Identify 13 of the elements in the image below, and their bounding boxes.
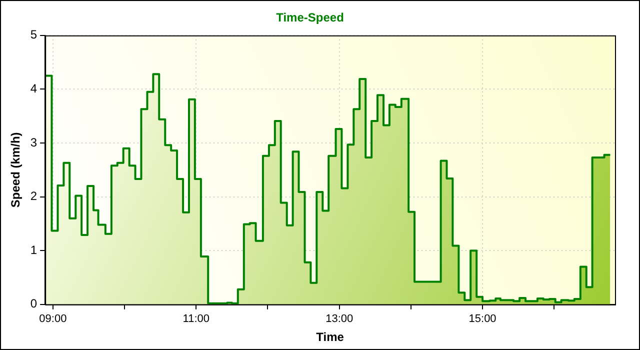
y-tick-label: 0 <box>30 296 38 311</box>
x-tick-label: 11:00 <box>182 313 210 326</box>
chart-title: Time-Speed <box>276 10 344 25</box>
x-tick-label: 09:00 <box>39 313 67 326</box>
y-tick-label: 1 <box>30 242 38 257</box>
y-tick-label: 4 <box>30 82 38 96</box>
y-tick-label: 3 <box>30 135 38 150</box>
x-tick-label: 15:00 <box>468 313 496 326</box>
y-tick-label: 5 <box>30 28 38 42</box>
y-tick-label: 2 <box>30 189 38 204</box>
y-axis-title: Speed (km/h) <box>8 132 23 208</box>
x-axis-title: Time <box>316 330 344 344</box>
x-tick-label: 13:00 <box>326 313 354 326</box>
